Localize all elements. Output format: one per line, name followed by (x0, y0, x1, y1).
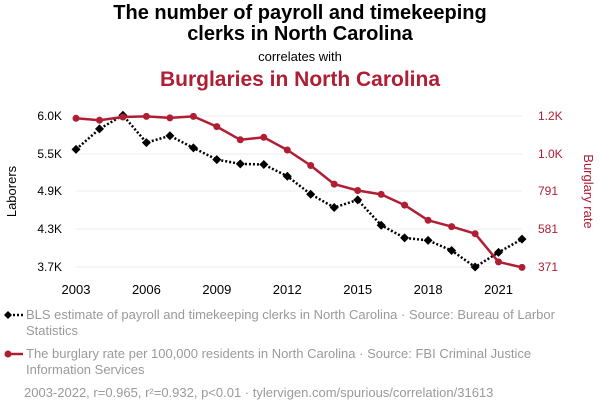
series-2-point (236, 136, 244, 144)
series-1-point (517, 234, 527, 244)
series-2-point (330, 180, 338, 188)
correlates-with-text: correlates with (258, 49, 342, 64)
y-right-tick-label: 1.2K (538, 109, 563, 123)
series-1-point (71, 144, 81, 154)
series-1-point (212, 155, 222, 165)
series-2-point (260, 133, 268, 141)
y-right-axis-title: Burglary rate (581, 154, 596, 228)
x-tick-label: 2018 (414, 282, 443, 297)
series-1-point (282, 171, 292, 181)
series-2-point (424, 216, 432, 224)
y-left-tick-label: 4.3K (37, 222, 62, 236)
x-tick-label: 2003 (62, 282, 91, 297)
series-2-point (72, 114, 80, 122)
series-2-point (401, 201, 409, 209)
series-1-point (376, 220, 386, 230)
series-2-point (119, 113, 127, 121)
y-right-tick-label: 371 (538, 260, 558, 274)
chart-title-line-1: The number of payroll and timekeeping (113, 2, 487, 24)
y-left-axis-title: Laborers (4, 165, 19, 217)
series-1-point (188, 143, 198, 153)
series-1-point (165, 131, 175, 141)
legend-series-1: BLS estimate of payroll and timekeeping … (4, 307, 594, 339)
series-2-point (471, 230, 479, 238)
series-1-point (494, 247, 503, 257)
x-tick-label: 2009 (202, 282, 231, 297)
series-2-point (307, 162, 315, 169)
series-1-point (423, 235, 433, 245)
series-2-line (75, 115, 523, 269)
x-tick-label: 2021 (484, 282, 513, 297)
series-1-point (329, 203, 339, 212)
series-2-point (518, 263, 526, 271)
y-left-tick-label: 6.0K (37, 109, 62, 123)
legend-series-2-marker (4, 350, 23, 358)
series-1-point (400, 233, 410, 243)
series-2-point (96, 116, 103, 124)
series-2-point (166, 114, 174, 122)
series-1-point (259, 160, 269, 169)
y-left-tick-label: 4.9K (37, 184, 62, 198)
y-right-tick-label: 581 (538, 222, 558, 236)
series-1-point (95, 124, 104, 134)
legend-series-2-label: The burglary rate per 100,000 residents … (26, 346, 532, 377)
series-1-point (470, 262, 480, 272)
series-1-point (141, 138, 151, 148)
x-tick-label: 2006 (132, 282, 161, 297)
y-left-tick-label: 3.7K (37, 260, 62, 274)
series-1-point (235, 159, 245, 169)
x-tick-label: 2015 (343, 282, 372, 297)
y-left-tick-label: 5.5K (37, 147, 62, 161)
series-2-point (448, 223, 456, 231)
legend-series-1-marker (4, 311, 23, 319)
series-2-point (213, 123, 221, 131)
series-1-point (447, 246, 457, 255)
series-2-point (142, 112, 150, 120)
y-right-tick-label: 791 (538, 184, 558, 198)
series-2-point (495, 258, 502, 266)
series-2-point (354, 187, 362, 194)
y-right-tick-label: 1.0K (538, 147, 563, 161)
chart-subtitle: Burglaries in North Carolina (159, 68, 441, 91)
chart-footer: 2003-2022, r=0.965, r²=0.932, p<0.01 · t… (24, 385, 494, 400)
series-2-point (189, 112, 197, 120)
chart-title-line-2: clerks in North Carolina (187, 23, 413, 45)
legend-series-2: The burglary rate per 100,000 residents … (4, 346, 594, 378)
series-2-point (377, 190, 385, 198)
series-1-line (75, 113, 523, 269)
chart-title: The number of payroll and timekeeping cl… (0, 3, 600, 45)
series-1-point (306, 189, 316, 199)
x-tick-label: 2012 (273, 282, 302, 297)
legend-series-1-label: BLS estimate of payroll and timekeeping … (26, 307, 555, 338)
series-1-point (353, 195, 363, 205)
series-2-point (283, 146, 291, 154)
